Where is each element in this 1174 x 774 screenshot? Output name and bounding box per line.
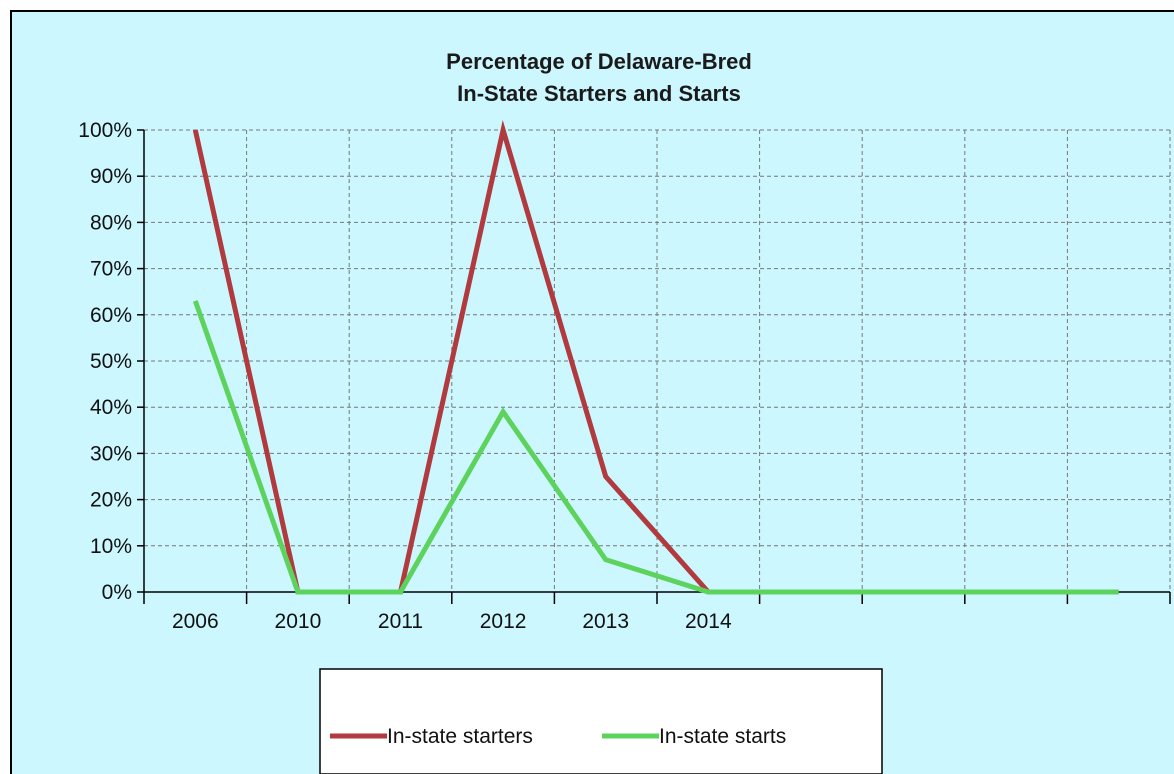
series-layer xyxy=(192,120,1119,595)
y-tick-label: 70% xyxy=(90,258,132,281)
y-tick-label: 50% xyxy=(90,350,132,373)
y-tick-label: 90% xyxy=(90,165,132,188)
chart-frame: Percentage of Delaware-Bred In-State Sta… xyxy=(10,10,1174,774)
legend-box xyxy=(319,668,883,774)
x-tick-label: 2010 xyxy=(275,610,322,633)
x-axis-tick-labels: 2006 2010 2011 2012 2013 2014 xyxy=(172,610,732,633)
legend-label-in-state-starters: In-state starters xyxy=(387,725,533,748)
x-tick-label: 2014 xyxy=(685,610,732,633)
y-tick-label: 80% xyxy=(90,211,132,234)
y-tick-label: 30% xyxy=(90,442,132,465)
x-tick-label: 2013 xyxy=(582,610,629,633)
legend: In-state starters In-state starts xyxy=(319,668,883,774)
y-tick-label: 60% xyxy=(90,304,132,327)
y-tick-label: 20% xyxy=(90,489,132,512)
y-axis-tick-labels: 0% 10% 20% 30% 40% 50% 60% 70% 80% 90% 100% xyxy=(78,119,132,604)
y-tick-label: 0% xyxy=(102,581,132,604)
chart-background xyxy=(12,12,1174,774)
y-tick-label: 40% xyxy=(90,396,132,419)
legend-label-in-state-starts: In-state starts xyxy=(659,725,786,748)
x-tick-label: 2006 xyxy=(172,610,219,633)
x-tick-label: 2012 xyxy=(480,610,527,633)
y-tick-label: 10% xyxy=(90,535,132,558)
line-chart: Percentage of Delaware-Bred In-State Sta… xyxy=(12,12,1174,774)
gridlines xyxy=(144,129,1171,592)
chart-title: Percentage of Delaware-Bred In-State Sta… xyxy=(446,49,752,106)
chart-title-line-1: Percentage of Delaware-Bred xyxy=(446,49,752,74)
x-tick-label: 2011 xyxy=(378,610,423,633)
series-line-in-state-starts xyxy=(192,300,1119,595)
chart-title-line-2: In-State Starters and Starts xyxy=(457,81,741,106)
y-tick-label: 100% xyxy=(78,119,132,142)
